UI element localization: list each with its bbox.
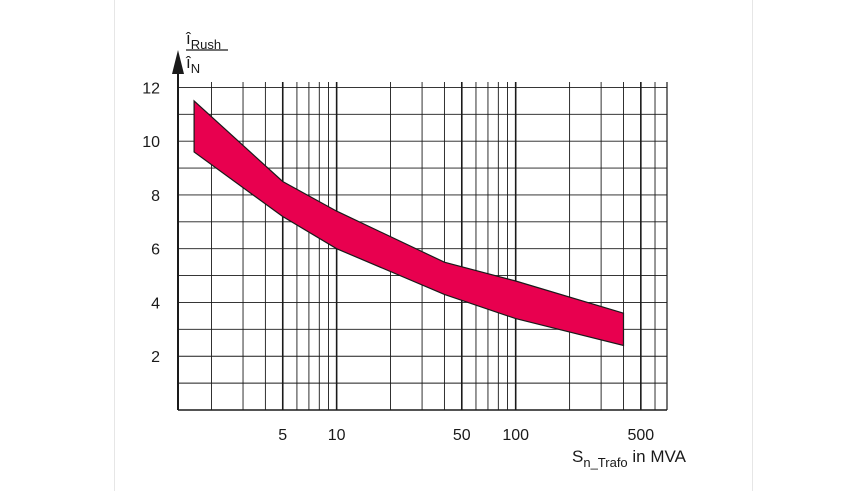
y-tick-label: 2 xyxy=(151,349,160,366)
y-label-numerator: îRush xyxy=(185,29,221,52)
y-tick-label: 8 xyxy=(151,188,160,205)
y-tick-label: 6 xyxy=(151,242,160,259)
grid xyxy=(178,82,668,410)
x-tick-label: 10 xyxy=(328,427,346,444)
y-tick-label: 10 xyxy=(142,134,160,151)
x-tick-label: 100 xyxy=(502,427,529,444)
y-axis-label: îRush îN xyxy=(185,29,228,76)
x-tick-label: 500 xyxy=(627,427,654,444)
y-axis-arrow xyxy=(172,50,184,74)
page-frame-left xyxy=(114,0,115,491)
page-frame-right xyxy=(752,0,753,491)
y-label-denominator: îN xyxy=(185,53,200,76)
x-tick-label: 50 xyxy=(453,427,471,444)
x-axis-label: Sn_Trafo in MVA xyxy=(572,447,687,470)
y-tick-label: 4 xyxy=(151,295,160,312)
tick-labels: 2 4 6 8 10 12 5 10 50 100 500 xyxy=(142,80,654,444)
x-tick-label: 5 xyxy=(278,427,287,444)
axes xyxy=(172,50,668,411)
y-tick-label: 12 xyxy=(142,80,160,97)
inrush-band xyxy=(193,99,625,347)
